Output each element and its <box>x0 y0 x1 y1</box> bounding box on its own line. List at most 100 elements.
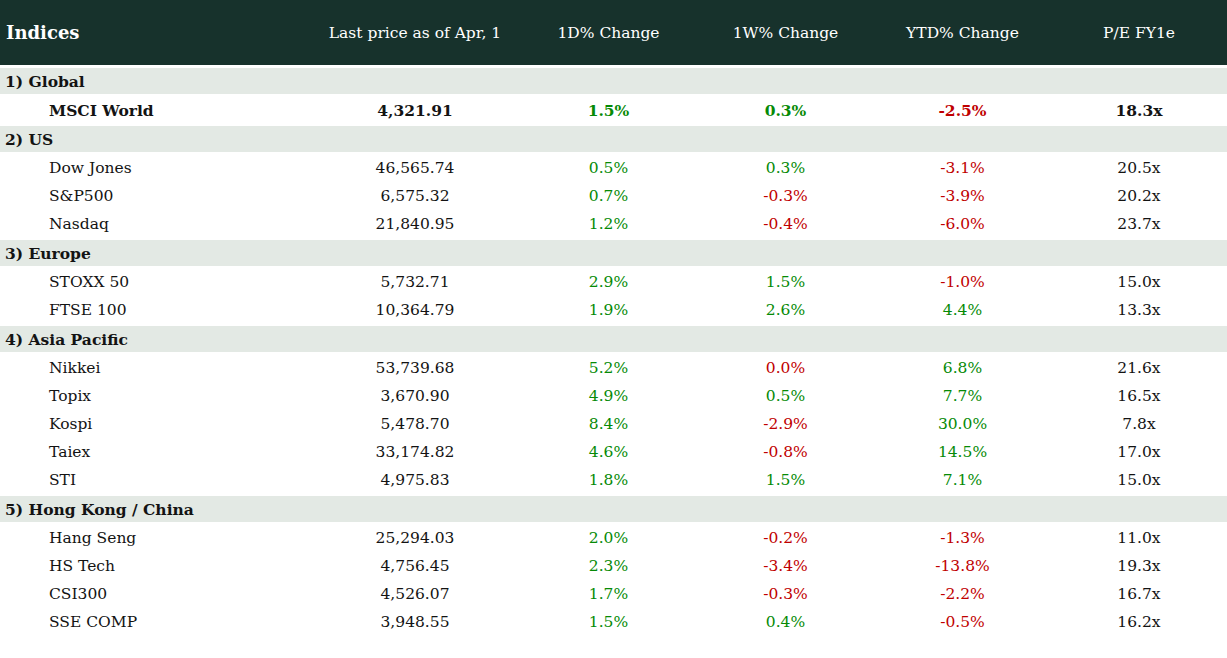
change-1d: 4.6% <box>520 438 697 466</box>
change-ytd: -1.0% <box>874 267 1051 296</box>
change-ytd: -6.0% <box>874 210 1051 239</box>
change-ytd: 7.1% <box>874 466 1051 495</box>
index-name: Topix <box>0 382 310 410</box>
change-ytd: 7.7% <box>874 382 1051 410</box>
index-name: HS Tech <box>0 552 310 580</box>
change-1w: -0.2% <box>697 523 874 552</box>
pe-value: 7.8x <box>1051 410 1227 438</box>
last-price: 10,364.79 <box>310 296 520 325</box>
table-row: S&P5006,575.320.7%-0.3%-3.9%20.2x <box>0 182 1227 210</box>
column-header-last-price: Last price as of Apr, 1 <box>310 0 520 67</box>
change-1d: 1.7% <box>520 580 697 608</box>
change-1w: 0.0% <box>697 353 874 382</box>
change-ytd: -2.2% <box>874 580 1051 608</box>
index-name: Nikkei <box>0 353 310 382</box>
last-price: 46,565.74 <box>310 153 520 182</box>
section-row: 1) Global <box>0 67 1227 96</box>
last-price: 3,948.55 <box>310 608 520 636</box>
pe-value: 13.3x <box>1051 296 1227 325</box>
change-1d: 5.2% <box>520 353 697 382</box>
change-1w: -0.3% <box>697 182 874 210</box>
index-name: CSI300 <box>0 580 310 608</box>
change-1d: 8.4% <box>520 410 697 438</box>
table-row: SSE COMP3,948.551.5%0.4%-0.5%16.2x <box>0 608 1227 636</box>
change-1w: 0.3% <box>697 95 874 125</box>
section-label: 1) Global <box>0 67 1227 96</box>
change-1w: -0.4% <box>697 210 874 239</box>
table-row: Kospi5,478.708.4%-2.9%30.0%7.8x <box>0 410 1227 438</box>
change-1w: 0.4% <box>697 608 874 636</box>
last-price: 33,174.82 <box>310 438 520 466</box>
change-1w: -2.9% <box>697 410 874 438</box>
change-ytd: -3.1% <box>874 153 1051 182</box>
last-price: 53,739.68 <box>310 353 520 382</box>
table-row: STI4,975.831.8%1.5%7.1%15.0x <box>0 466 1227 495</box>
table-row: HS Tech4,756.452.3%-3.4%-13.8%19.3x <box>0 552 1227 580</box>
change-ytd: 4.4% <box>874 296 1051 325</box>
last-price: 3,670.90 <box>310 382 520 410</box>
index-name: FTSE 100 <box>0 296 310 325</box>
pe-value: 16.5x <box>1051 382 1227 410</box>
change-ytd: 30.0% <box>874 410 1051 438</box>
table-row: Hang Seng25,294.032.0%-0.2%-1.3%11.0x <box>0 523 1227 552</box>
change-1d: 2.9% <box>520 267 697 296</box>
column-header-1d-change: 1D% Change <box>520 0 697 67</box>
table-row: Nikkei53,739.685.2%0.0%6.8%21.6x <box>0 353 1227 382</box>
index-name: S&P500 <box>0 182 310 210</box>
pe-value: 20.5x <box>1051 153 1227 182</box>
section-row: 5) Hong Kong / China <box>0 495 1227 523</box>
pe-value: 15.0x <box>1051 466 1227 495</box>
header-row: Indices Last price as of Apr, 1 1D% Chan… <box>0 0 1227 67</box>
index-name: Taiex <box>0 438 310 466</box>
table-title: Indices <box>0 0 310 67</box>
index-name: STI <box>0 466 310 495</box>
change-1d: 1.8% <box>520 466 697 495</box>
change-1w: -3.4% <box>697 552 874 580</box>
last-price: 4,321.91 <box>310 95 520 125</box>
table-row: CSI3004,526.071.7%-0.3%-2.2%16.7x <box>0 580 1227 608</box>
last-price: 4,975.83 <box>310 466 520 495</box>
change-ytd: -13.8% <box>874 552 1051 580</box>
section-label: 4) Asia Pacific <box>0 325 1227 353</box>
last-price: 4,526.07 <box>310 580 520 608</box>
column-header-1w-change: 1W% Change <box>697 0 874 67</box>
last-price: 5,478.70 <box>310 410 520 438</box>
change-1d: 2.3% <box>520 552 697 580</box>
pe-value: 23.7x <box>1051 210 1227 239</box>
indices-report-page: Indices Last price as of Apr, 1 1D% Chan… <box>0 0 1227 658</box>
index-name: Dow Jones <box>0 153 310 182</box>
index-name: STOXX 50 <box>0 267 310 296</box>
column-header-pe: P/E FY1e <box>1051 0 1227 67</box>
pe-value: 11.0x <box>1051 523 1227 552</box>
pe-value: 16.2x <box>1051 608 1227 636</box>
index-name: MSCI World <box>0 95 310 125</box>
table-row: MSCI World4,321.911.5%0.3%-2.5%18.3x <box>0 95 1227 125</box>
table-row: FTSE 10010,364.791.9%2.6%4.4%13.3x <box>0 296 1227 325</box>
change-1w: -0.3% <box>697 580 874 608</box>
change-1d: 0.5% <box>520 153 697 182</box>
table-row: STOXX 505,732.712.9%1.5%-1.0%15.0x <box>0 267 1227 296</box>
pe-value: 20.2x <box>1051 182 1227 210</box>
change-1w: 0.5% <box>697 382 874 410</box>
pe-value: 21.6x <box>1051 353 1227 382</box>
change-1d: 1.2% <box>520 210 697 239</box>
change-1d: 2.0% <box>520 523 697 552</box>
index-name: Hang Seng <box>0 523 310 552</box>
last-price: 6,575.32 <box>310 182 520 210</box>
column-header-ytd-change: YTD% Change <box>874 0 1051 67</box>
section-label: 3) Europe <box>0 239 1227 267</box>
change-1d: 4.9% <box>520 382 697 410</box>
change-1d: 1.5% <box>520 608 697 636</box>
table-header: Indices Last price as of Apr, 1 1D% Chan… <box>0 0 1227 67</box>
pe-value: 19.3x <box>1051 552 1227 580</box>
section-label: 5) Hong Kong / China <box>0 495 1227 523</box>
table-row: Dow Jones46,565.740.5%0.3%-3.1%20.5x <box>0 153 1227 182</box>
change-ytd: 14.5% <box>874 438 1051 466</box>
table-row: Topix3,670.904.9%0.5%7.7%16.5x <box>0 382 1227 410</box>
change-ytd: 6.8% <box>874 353 1051 382</box>
last-price: 25,294.03 <box>310 523 520 552</box>
pe-value: 18.3x <box>1051 95 1227 125</box>
change-1d: 1.5% <box>520 95 697 125</box>
pe-value: 17.0x <box>1051 438 1227 466</box>
pe-value: 16.7x <box>1051 580 1227 608</box>
